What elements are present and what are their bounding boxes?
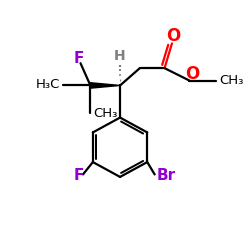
Polygon shape bbox=[90, 83, 120, 88]
Text: F: F bbox=[74, 51, 85, 66]
Text: O: O bbox=[184, 64, 199, 82]
Text: CH₃: CH₃ bbox=[94, 107, 118, 120]
Text: O: O bbox=[166, 28, 180, 46]
Text: H₃C: H₃C bbox=[36, 78, 60, 91]
Text: Br: Br bbox=[156, 168, 175, 183]
Text: CH₃: CH₃ bbox=[219, 74, 244, 87]
Text: H: H bbox=[114, 49, 126, 63]
Text: F: F bbox=[74, 168, 85, 183]
